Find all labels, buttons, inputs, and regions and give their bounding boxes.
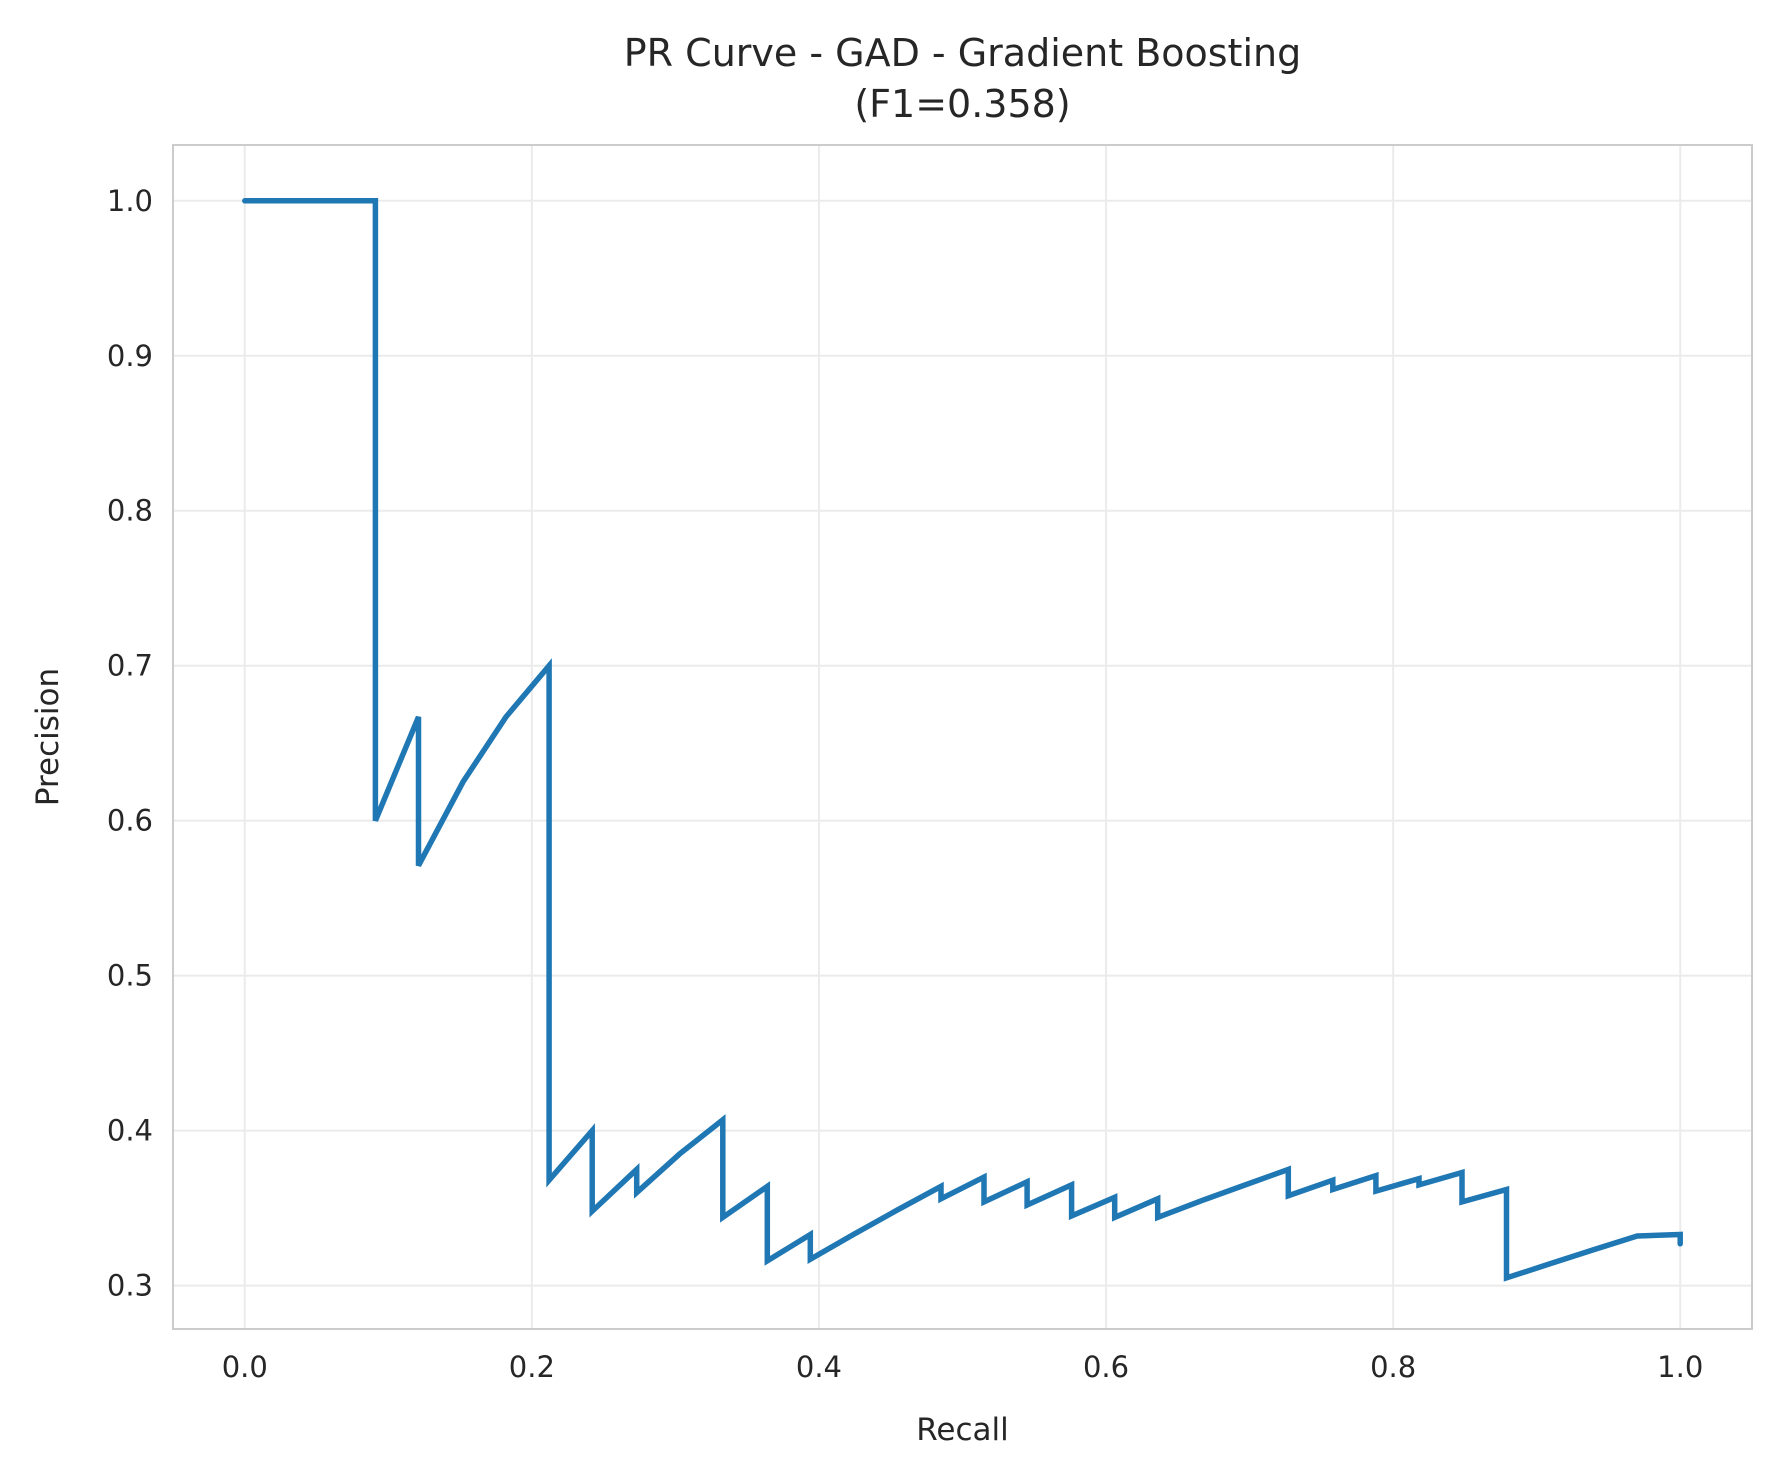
x-tick-label: 0.8 [1370,1350,1416,1384]
x-tick-label: 0.4 [796,1350,842,1384]
x-tick-label: 1.0 [1657,1350,1703,1384]
chart-subtitle: (F1=0.358) [854,82,1070,126]
y-tick-label: 0.9 [107,339,153,373]
x-tick-label: 0.0 [222,1350,268,1384]
grid-lines [173,145,1752,1329]
plot-frame [172,144,1753,1330]
y-tick-label: 0.6 [107,804,153,838]
y-axis-label: Precision [30,668,66,806]
tick-labels: 0.0 0.2 0.4 0.6 0.8 1.0 0.3 0.4 0.5 0.6 0.7 0.8 0.9 1… [107,184,1703,1384]
y-tick-label: 1.0 [107,184,153,218]
y-tick-label: 0.7 [107,649,153,683]
x-tick-label: 0.6 [1083,1350,1129,1384]
y-tick-label: 0.5 [107,959,153,993]
y-tick-label: 0.8 [107,494,153,528]
y-tick-label: 0.4 [107,1114,153,1148]
x-axis-label: Recall [916,1412,1009,1448]
pr-curve-line [242,198,1683,1282]
x-tick-label: 0.2 [509,1350,555,1384]
y-tick-label: 0.3 [107,1269,153,1303]
series-layer [242,198,1683,1282]
chart-title: PR Curve - GAD - Gradient Boosting [624,31,1301,75]
